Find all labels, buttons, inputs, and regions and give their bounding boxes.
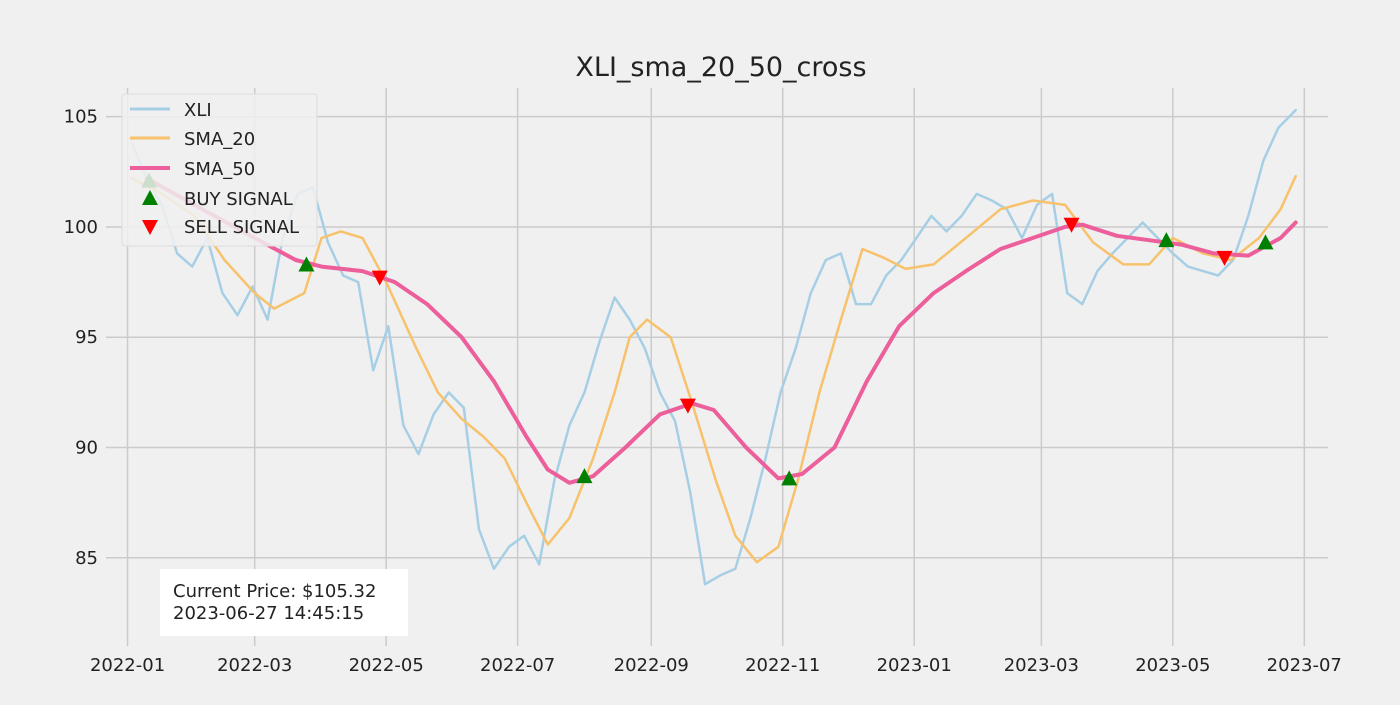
y-tick-label: 100 [64,217,98,238]
buy-signal-marker [298,256,315,272]
legend-label-sma20: SMA_20 [184,129,255,150]
series-line-sma-50 [144,176,1298,485]
y-tick-label: 95 [75,327,98,348]
info-box-background [160,569,408,636]
legend-label-sell: SELL SIGNAL [184,217,299,238]
x-tick-label: 2022-07 [480,655,555,676]
buy-signal-marker [1257,234,1274,250]
legend-sell-marker [142,220,158,235]
x-tick-label: 2022-11 [745,655,820,676]
x-tick-label: 2022-09 [614,655,689,676]
buy-signal-marker [576,468,593,484]
timestamp-text: 2023-06-27 14:45:15 [173,603,364,624]
buy-signal-marker [781,470,798,486]
legend-box [121,93,318,247]
y-tick-label: 90 [75,438,98,459]
chart-title: XLI_sma_20_50_cross [575,52,866,83]
legend-label-sma50: SMA_50 [184,159,255,180]
info-box: Current Price: $105.32 2023-06-27 14:45:… [160,569,408,636]
sell-signal-marker [1063,217,1080,233]
x-tick-label: 2023-01 [877,655,952,676]
x-tick-label: 2022-05 [349,655,424,676]
x-tick-label: 2023-05 [1135,655,1210,676]
sell-signal-marker [371,270,388,286]
legend: XLI SMA_20 SMA_50 BUY SIGNAL SELL SIGNAL [121,93,318,247]
y-axis-ticks: 85 90 95 100 105 [64,107,98,569]
x-tick-label: 2022-01 [90,655,165,676]
sell-signal-marker [1216,250,1233,266]
x-tick-label: 2022-03 [217,655,292,676]
y-tick-label: 105 [64,107,98,128]
sell-signal-marker [679,398,696,414]
x-tick-label: 2023-03 [1004,655,1079,676]
current-price-text: Current Price: $105.32 [173,581,376,602]
buy-signal-marker [1158,232,1175,248]
x-tick-label: 2023-07 [1267,655,1342,676]
y-tick-label: 85 [75,548,98,569]
legend-buy-marker [142,190,158,205]
x-axis-ticks: 2022-01 2022-03 2022-05 2022-07 2022-09 2022-… [90,655,1342,676]
legend-label-buy: BUY SIGNAL [184,189,293,210]
series-line-xli [130,108,1297,586]
legend-label-xli: XLI [184,100,212,121]
